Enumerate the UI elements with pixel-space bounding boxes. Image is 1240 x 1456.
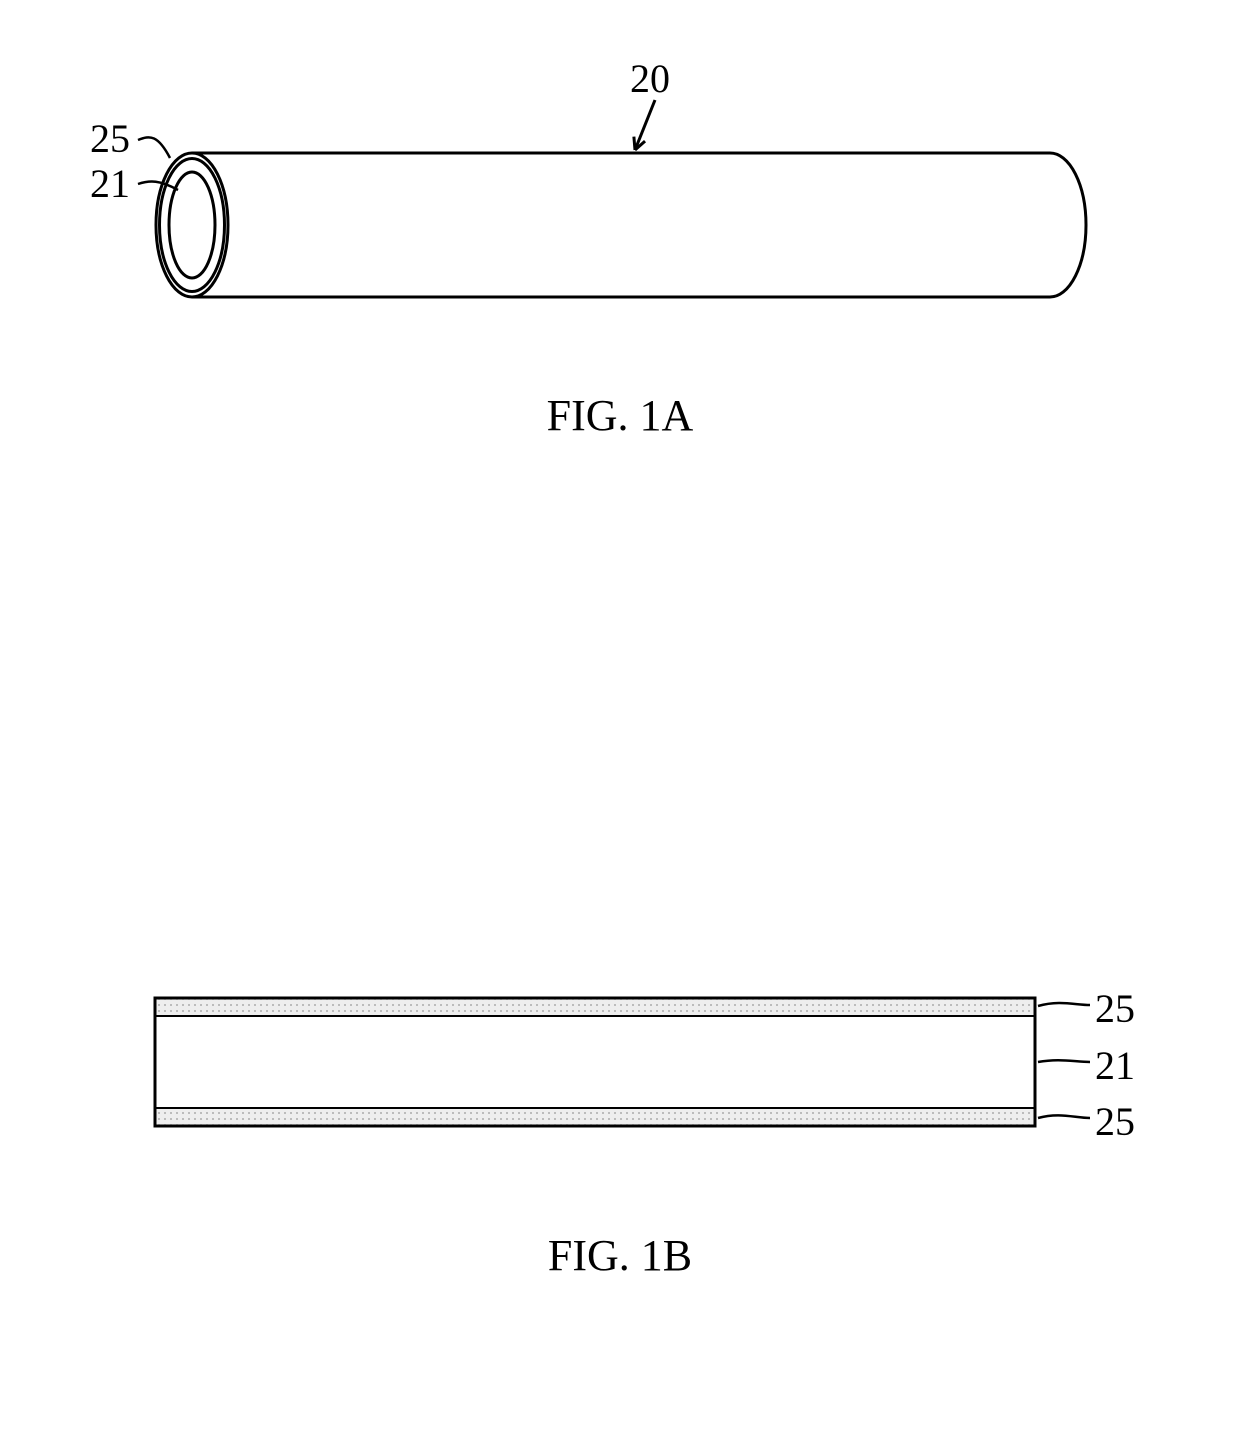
label-25-b-top: 25 <box>1095 985 1135 1032</box>
label-21-a: 21 <box>90 160 130 207</box>
figure-1b <box>155 998 1090 1126</box>
label-25-b-bot: 25 <box>1095 1098 1135 1145</box>
label-20: 20 <box>630 55 670 102</box>
figure-1a <box>138 100 1086 297</box>
figure-1b-caption: FIG. 1B <box>470 1230 770 1281</box>
label-25-a: 25 <box>90 115 130 162</box>
label-21-b: 21 <box>1095 1042 1135 1089</box>
figure-1a-caption: FIG. 1A <box>470 390 770 441</box>
